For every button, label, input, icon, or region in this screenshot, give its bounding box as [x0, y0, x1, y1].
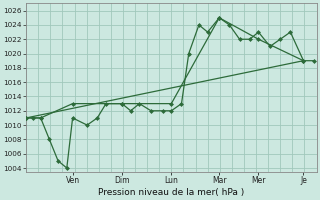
- X-axis label: Pression niveau de la mer( hPa ): Pression niveau de la mer( hPa ): [98, 188, 244, 197]
